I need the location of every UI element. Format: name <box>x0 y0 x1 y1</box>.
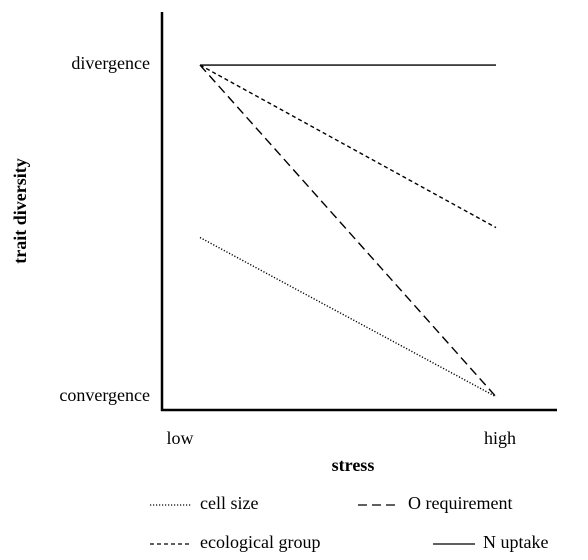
legend-label: cell size <box>200 493 258 513</box>
legend-label: N uptake <box>483 532 548 552</box>
legend-label: ecological group <box>200 532 320 552</box>
line <box>199 64 497 229</box>
x-tick-label: high <box>484 428 516 448</box>
y-tick-label: divergence <box>71 53 150 73</box>
line <box>199 64 497 398</box>
x-axis-label: stress <box>332 455 375 475</box>
y-tick-label: convergence <box>59 385 150 405</box>
line <box>199 236 497 398</box>
y-axis-label: trait diversity <box>10 158 30 263</box>
legend-label: O requirement <box>408 493 512 513</box>
x-tick-label: low <box>167 428 194 448</box>
